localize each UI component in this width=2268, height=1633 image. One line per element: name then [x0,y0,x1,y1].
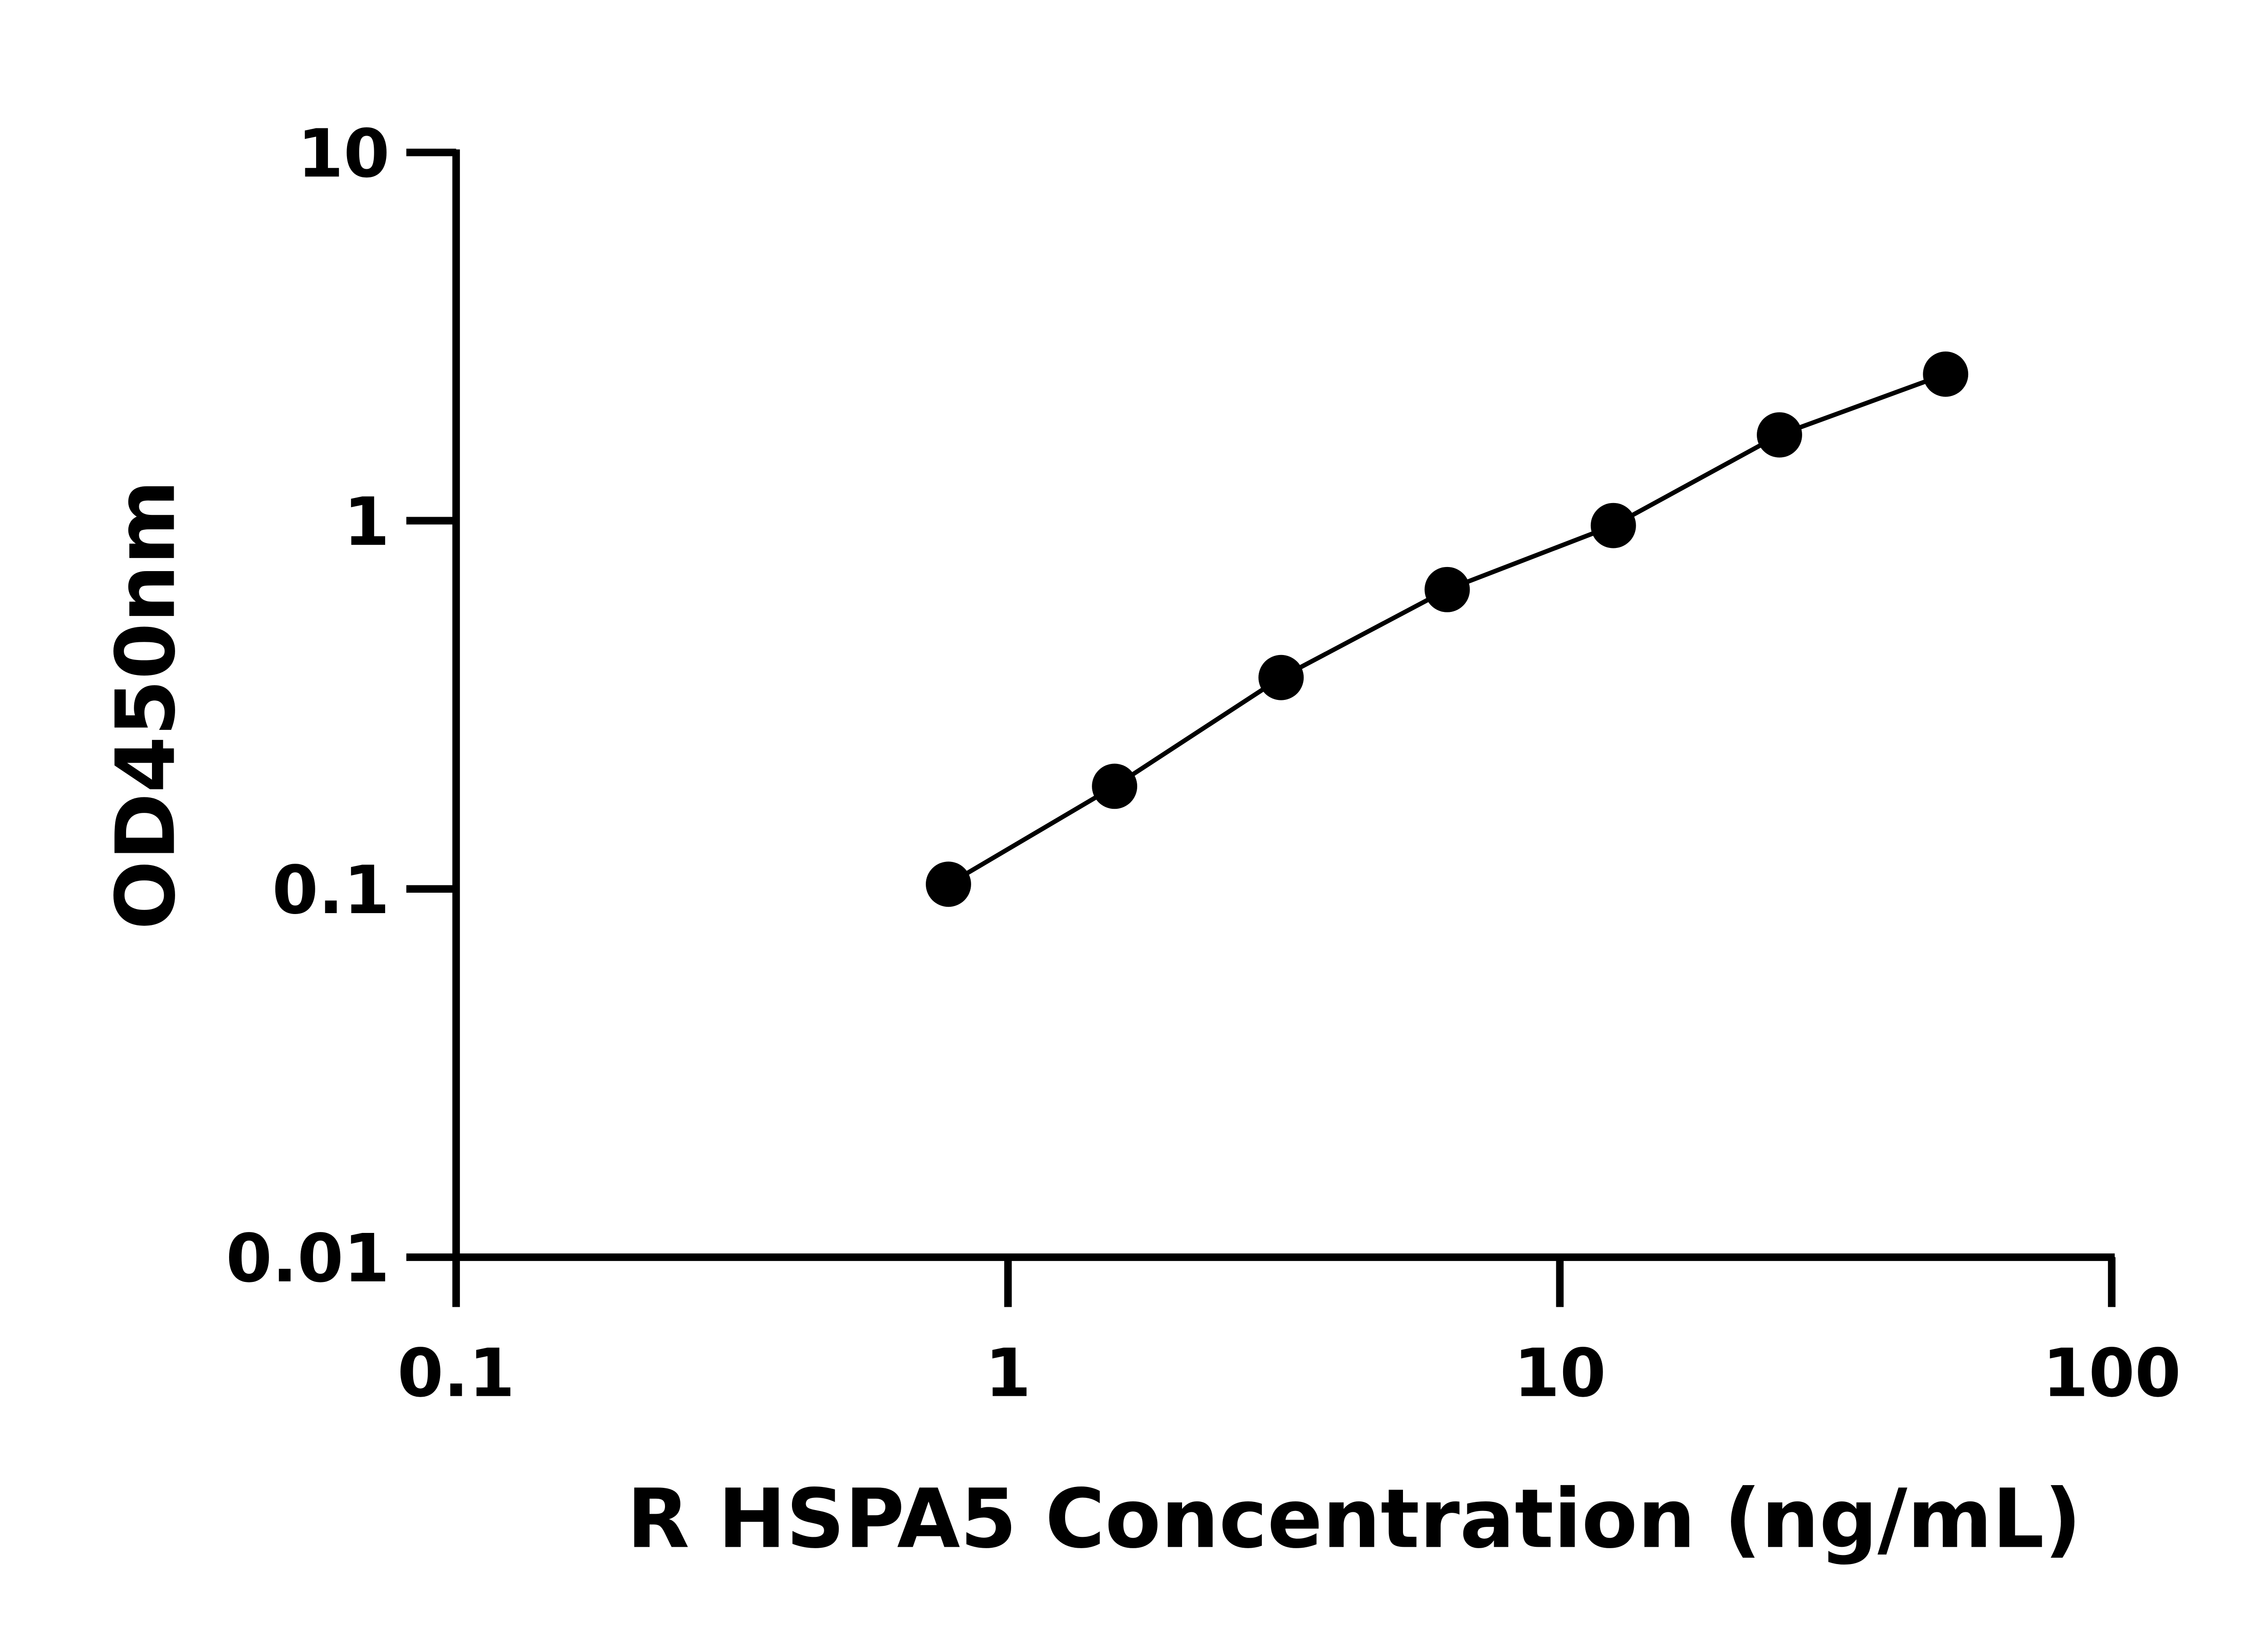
y-tick-label: 1 [343,483,390,561]
data-point [1757,412,1802,458]
x-tick-label: 1 [985,1335,1031,1412]
x-tick-label: 10 [1514,1335,1606,1412]
x-tick-label: 0.1 [397,1335,515,1412]
axes [452,149,2115,1261]
fit-curve [947,372,1946,886]
y-axis-label: OD450nm [98,480,193,930]
data-point [1590,503,1636,548]
data-point [1258,655,1304,700]
data-point [1424,567,1470,612]
data-point [926,861,971,907]
x-tick-label: 100 [2043,1335,2181,1412]
y-tick-label: 10 [297,115,390,192]
data-point [1092,763,1138,809]
y-tick-label: 0.1 [272,851,390,929]
y-tick-label: 0.01 [226,1220,390,1297]
x-axis-label: R HSPA5 Concentration (ng/mL) [627,1472,2082,1566]
data-point [1923,351,1969,397]
